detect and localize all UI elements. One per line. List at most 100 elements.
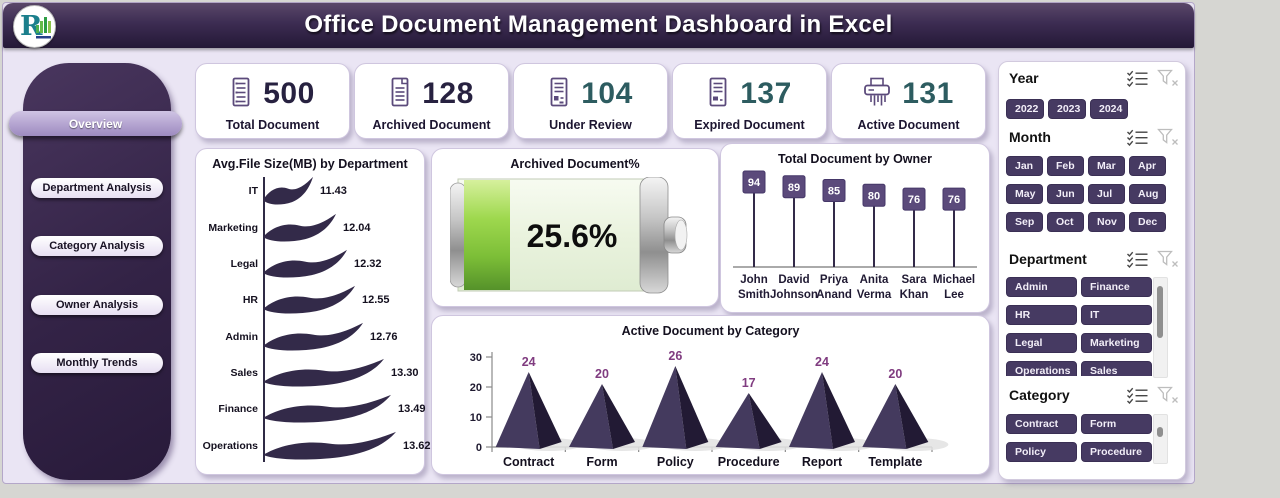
svg-text:Michael: Michael [933, 274, 975, 286]
slicer-month-jun[interactable]: Jun [1047, 184, 1084, 204]
chart-title: Total Document by Owner [778, 152, 932, 166]
svg-text:Sara: Sara [902, 274, 928, 286]
lollipop-chart-svg: 94 John Smith 89 David Johnson 85 Priya … [733, 170, 977, 301]
multiselect-icon[interactable] [1126, 70, 1149, 87]
slicer-month-oct[interactable]: Oct [1047, 212, 1084, 232]
category-label: Finance [218, 403, 258, 416]
clear-filter-icon[interactable] [1157, 69, 1179, 87]
kpi-value: 500 [263, 77, 315, 110]
value-label: 13.30 [391, 367, 419, 380]
kpi-label: Archived Document [372, 118, 491, 132]
slicer-header-category: Category [1009, 384, 1179, 406]
slicer-year-2022[interactable]: 2022 [1006, 99, 1044, 119]
value-label: 13.62 [403, 439, 431, 452]
wave-row-admin: Admin 12.76 [196, 319, 422, 355]
wave-chart: IT 11.43 Marketing 12.04 Legal 12.32 HR 12.… [196, 173, 431, 464]
active-by-category-chart-card: Active Document by Category 0 10 20 30 2… [431, 315, 990, 475]
clear-filter-icon[interactable] [1157, 386, 1179, 404]
slicer-month-aug[interactable]: Aug [1129, 184, 1166, 204]
slicer-items-category: Contract Form Policy Procedure [1006, 414, 1152, 464]
slicer-year-2024[interactable]: 2024 [1090, 99, 1128, 119]
wave-bar [263, 322, 363, 351]
svg-text:80: 80 [868, 190, 880, 202]
slicer-panel: Year 2022 2023 2024 Month Jan Feb Mar Apr May Ju… [998, 61, 1186, 480]
slicer-month-nov[interactable]: Nov [1088, 212, 1125, 232]
clear-filter-icon[interactable] [1157, 250, 1179, 268]
slicer-month-sep[interactable]: Sep [1006, 212, 1043, 232]
kpi-value: 131 [902, 77, 954, 110]
svg-text:Policy: Policy [657, 455, 694, 469]
slicer-category-form[interactable]: Form [1081, 414, 1152, 434]
slicer-month-feb[interactable]: Feb [1047, 156, 1084, 176]
multiselect-icon[interactable] [1126, 129, 1149, 146]
slicer-scrollbar-department[interactable] [1153, 277, 1168, 378]
kpi-label: Expired Document [694, 118, 805, 132]
slicer-category-contract[interactable]: Contract [1006, 414, 1077, 434]
value-label: 11.43 [320, 185, 347, 198]
multiselect-icon[interactable] [1126, 387, 1149, 404]
slicer-department-admin[interactable]: Admin [1006, 277, 1077, 297]
slicer-items-month: Jan Feb Mar Apr May Jun Jul Aug Sep Oct Nov Dec [1006, 156, 1172, 232]
kpi-card-under-review: 104 Under Review [513, 63, 668, 139]
slicer-department-finance[interactable]: Finance [1081, 277, 1152, 297]
chart-title: Archived Document% [510, 157, 640, 171]
document-by-owner-chart-card: Total Document by Owner 94 John Smith 89… [720, 143, 990, 313]
svg-text:Lee: Lee [944, 289, 964, 301]
battery-gauge: 25.6% [449, 176, 700, 304]
sidebar-item-category-analysis[interactable]: Category Analysis [31, 236, 163, 256]
wave-chart-axis [263, 177, 265, 462]
sidebar-item-owner-analysis[interactable]: Owner Analysis [31, 295, 163, 315]
slicer-department-it[interactable]: IT [1081, 305, 1152, 325]
kpi-card-total-document: 500 Total Document [195, 63, 350, 139]
slicer-year-2023[interactable]: 2023 [1048, 99, 1086, 119]
value-label: 13.49 [398, 403, 426, 416]
clear-filter-icon[interactable] [1157, 128, 1179, 146]
category-label: Legal [230, 257, 258, 270]
slicer-month-may[interactable]: May [1006, 184, 1043, 204]
wave-row-finance: Finance 13.49 [196, 391, 426, 427]
svg-text:76: 76 [948, 194, 960, 206]
svg-text:94: 94 [748, 177, 761, 189]
wave-row-sales: Sales 13.30 [196, 355, 422, 391]
slicer-category-procedure[interactable]: Procedure [1081, 442, 1152, 462]
slicer-department-operations[interactable]: Operations [1006, 361, 1077, 376]
slicer-category-policy[interactable]: Policy [1006, 442, 1077, 462]
scrollbar-thumb[interactable] [1157, 286, 1163, 338]
slicer-scrollbar-category[interactable] [1153, 414, 1168, 464]
dashboard: R Office Document Management Dashboard i… [2, 2, 1195, 484]
slicer-department-marketing[interactable]: Marketing [1081, 333, 1152, 353]
slicer-department-sales[interactable]: Sales [1081, 361, 1152, 376]
sidebar-item-department-analysis[interactable]: Department Analysis [31, 178, 163, 198]
kpi-value: 104 [581, 77, 633, 110]
chart-title: Avg.File Size(MB) by Department [212, 157, 408, 171]
wave-bar [263, 249, 347, 278]
gauge-value-label: 25.6% [527, 218, 618, 254]
wave-bar [263, 358, 384, 387]
slicer-month-mar[interactable]: Mar [1088, 156, 1125, 176]
sidebar-item-monthly-trends[interactable]: Monthly Trends [31, 353, 163, 373]
svg-text:Anand: Anand [816, 289, 852, 301]
kpi-card-expired-document: 137 Expired Document [672, 63, 827, 139]
slicer-month-dec[interactable]: Dec [1129, 212, 1166, 232]
svg-text:85: 85 [828, 186, 840, 198]
slicer-department-hr[interactable]: HR [1006, 305, 1077, 325]
category-label: IT [248, 185, 258, 198]
slicer-items-department: Admin Finance HR IT Legal Marketing Operations… [1006, 277, 1152, 376]
avg-file-size-chart-card: Avg.File Size(MB) by Department IT 11.43… [195, 148, 431, 475]
category-label: HR [242, 294, 258, 307]
svg-text:R: R [20, 11, 43, 42]
slicer-department-legal[interactable]: Legal [1006, 333, 1077, 353]
slicer-month-jul[interactable]: Jul [1088, 184, 1125, 204]
svg-text:89: 89 [788, 182, 800, 194]
sidebar-item-overview[interactable]: Overview [9, 111, 182, 136]
slicer-month-apr[interactable]: Apr [1129, 156, 1166, 176]
wave-row-hr: HR 12.55 [196, 282, 422, 318]
slicer-title: Month [1009, 129, 1051, 145]
battery-gauge-svg: 25.6% [449, 176, 688, 294]
wave-bar [263, 177, 313, 205]
archived-document-icon [389, 77, 411, 112]
scrollbar-thumb[interactable] [1157, 427, 1163, 437]
svg-text:Report: Report [802, 455, 843, 469]
slicer-month-jan[interactable]: Jan [1006, 156, 1043, 176]
multiselect-icon[interactable] [1126, 251, 1149, 268]
